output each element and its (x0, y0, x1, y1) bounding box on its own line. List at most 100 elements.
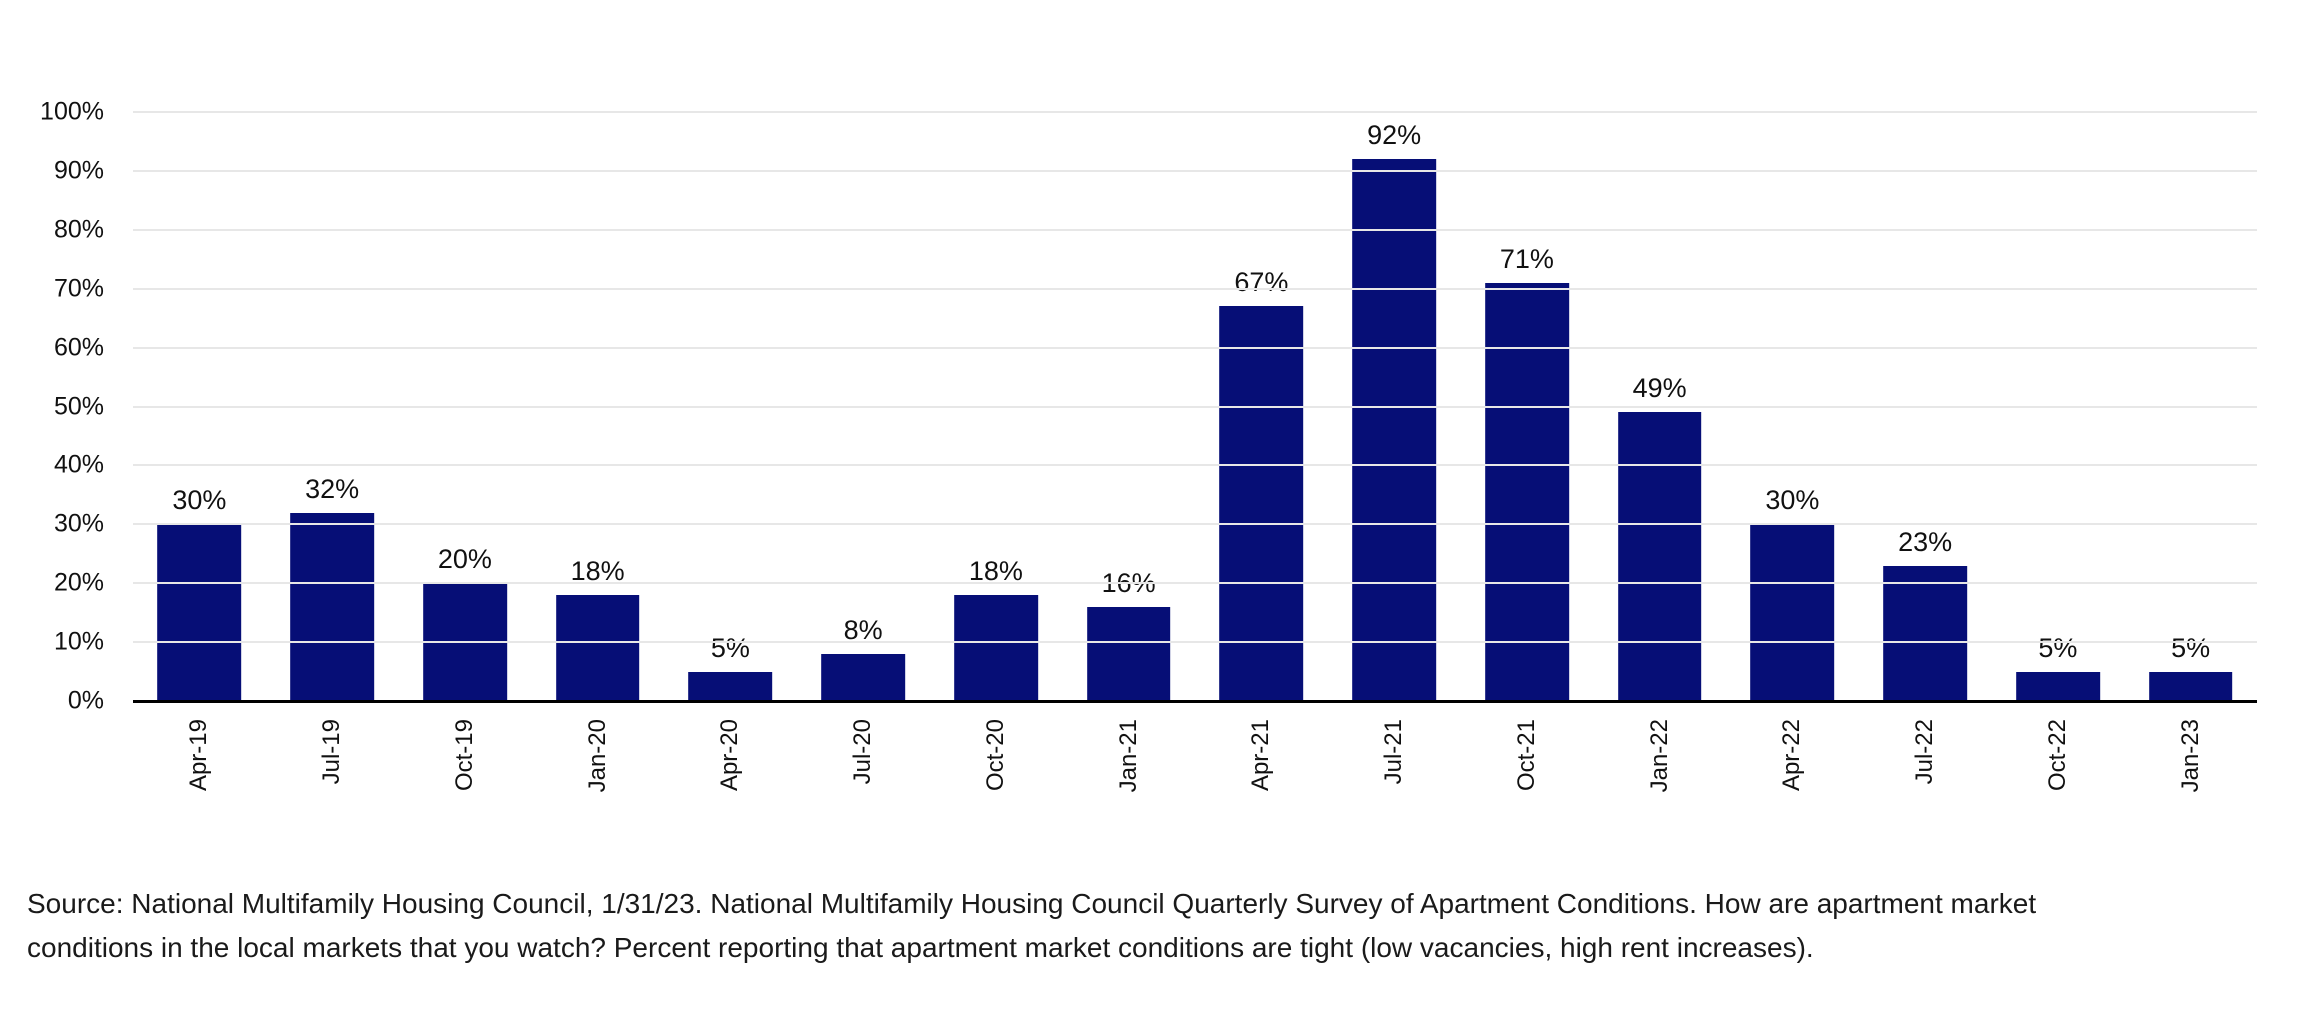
x-axis-slot: Jul-20 (797, 719, 930, 849)
bar-slot: 5% (1992, 112, 2125, 701)
source-note: Source: National Multifamily Housing Cou… (27, 882, 2297, 970)
x-axis-slot: Jul-22 (1859, 719, 1992, 849)
y-axis: 0% 10% 20% 30% 40% 50% 60% 70% 80% 90% 100% (0, 99, 104, 713)
source-line-1: Source: National Multifamily Housing Cou… (27, 888, 2037, 919)
bar-value-label: 67% (1234, 267, 1289, 298)
bar (1086, 606, 1171, 701)
bar-value-label: 49% (1632, 373, 1687, 404)
bar (1617, 412, 1702, 701)
gridline (133, 464, 2257, 467)
bar-value-label: 30% (1765, 485, 1820, 516)
x-axis-tick-label: Jan-20 (583, 719, 611, 793)
bar-value-label: 92% (1367, 120, 1422, 151)
bar-slot: 30% (133, 112, 266, 701)
y-axis-tick-label: 40% (53, 450, 104, 479)
source-line-2: conditions in the local markets that you… (27, 932, 1814, 963)
x-axis-tick-label: Jul-20 (849, 719, 877, 785)
bar-slot: 30% (1726, 112, 1859, 701)
bar-value-label: 5% (2171, 632, 2211, 663)
gridline (133, 405, 2257, 408)
y-axis-tick-label: 90% (53, 156, 104, 185)
x-axis-tick-label: Jan-23 (2176, 719, 2204, 793)
y-axis-tick-label: 100% (40, 97, 104, 126)
gridline (133, 228, 2257, 231)
bar (157, 524, 242, 701)
x-axis-tick-label: Apr-20 (716, 719, 744, 792)
x-axis-slot: Apr-19 (133, 719, 266, 849)
x-axis-slot: Apr-20 (664, 719, 797, 849)
bar (1485, 282, 1569, 701)
bar-value-label: 20% (437, 544, 492, 575)
x-axis-slot: Oct-19 (399, 719, 532, 849)
x-axis-tick-label: Jan-22 (1645, 719, 1673, 793)
bar (954, 594, 1038, 701)
bar (821, 653, 905, 701)
x-axis-slot: Jan-20 (531, 719, 664, 849)
x-axis-tick-label: Oct-21 (1512, 719, 1540, 792)
x-axis-slot: Jan-21 (1062, 719, 1195, 849)
gridline (133, 169, 2257, 172)
x-axis-tick-label: Apr-21 (1247, 719, 1275, 792)
x-axis-tick-label: Oct-19 (450, 719, 478, 792)
y-axis-tick-label: 0% (67, 686, 104, 715)
x-axis-tick-label: Apr-19 (185, 719, 213, 792)
bar-value-label: 23% (1898, 526, 1953, 557)
bar-slot: 92% (1328, 112, 1461, 701)
bar (1750, 524, 1835, 701)
x-axis-slot: Apr-21 (1195, 719, 1328, 849)
plot-area: 30% 32% 20% 18% 5% 8% 18% 16% 67% 92% 71% 49% 30% 23%… (133, 111, 2257, 703)
bar-slot: 49% (1593, 112, 1726, 701)
bar-slot: 8% (797, 112, 930, 701)
y-axis-tick-label: 20% (53, 568, 104, 597)
x-axis-tick-label: Jan-21 (1114, 719, 1142, 793)
bar-value-label: 5% (710, 632, 750, 663)
gridline (133, 111, 2257, 113)
x-axis-slot: Oct-22 (1992, 719, 2125, 849)
bar-value-label: 18% (570, 555, 625, 586)
bar-value-label: 30% (172, 485, 227, 516)
bar-slot: 32% (266, 112, 399, 701)
bar-slot: 5% (664, 112, 797, 701)
gridline (133, 582, 2257, 585)
x-axis-tick-label: Jul-19 (318, 719, 346, 785)
y-axis-tick-label: 50% (53, 392, 104, 420)
x-axis-tick-label: Oct-20 (981, 719, 1009, 792)
y-axis-tick-label: 60% (53, 333, 104, 362)
x-axis-tick-label: Jul-22 (1911, 719, 1939, 785)
bar (1219, 306, 1304, 701)
bar (2148, 671, 2233, 701)
bar-value-label: 8% (843, 614, 883, 645)
bar-slot: 16% (1062, 112, 1195, 701)
bar-value-label: 18% (968, 555, 1023, 586)
x-axis-slot: Oct-21 (1461, 719, 1594, 849)
bar-slot: 18% (930, 112, 1063, 701)
x-axis-slot: Jul-21 (1328, 719, 1461, 849)
x-axis-slot: Oct-20 (930, 719, 1063, 849)
bar (2016, 671, 2100, 701)
gridline (133, 523, 2257, 526)
y-axis-tick-label: 30% (53, 509, 104, 538)
x-axis-line (133, 700, 2257, 703)
bar (688, 671, 773, 701)
bar-slot: 67% (1195, 112, 1328, 701)
gridline (133, 287, 2257, 290)
x-axis-slot: Jul-19 (266, 719, 399, 849)
y-axis-tick-label: 80% (53, 215, 104, 244)
x-axis-tick-label: Apr-22 (1778, 719, 1806, 792)
bar (1883, 565, 1967, 701)
bar (290, 512, 374, 701)
gridline (133, 641, 2257, 644)
y-axis-tick-label: 70% (53, 274, 104, 303)
x-axis-tick-label: Oct-22 (2043, 719, 2071, 792)
bar (555, 594, 640, 701)
bar-slot: 23% (1859, 112, 1992, 701)
x-axis-slot: Apr-22 (1726, 719, 1859, 849)
x-axis-slot: Jan-22 (1593, 719, 1726, 849)
bar-slot: 18% (531, 112, 664, 701)
bar-value-label: 71% (1499, 243, 1554, 274)
bar (1352, 159, 1436, 701)
x-axis-tick-label: Jul-21 (1380, 719, 1408, 785)
bar-slot: 71% (1461, 112, 1594, 701)
x-axis: Apr-19 Jul-19 Oct-19 Jan-20 Apr-20 Jul-20 Oct-… (133, 719, 2257, 849)
